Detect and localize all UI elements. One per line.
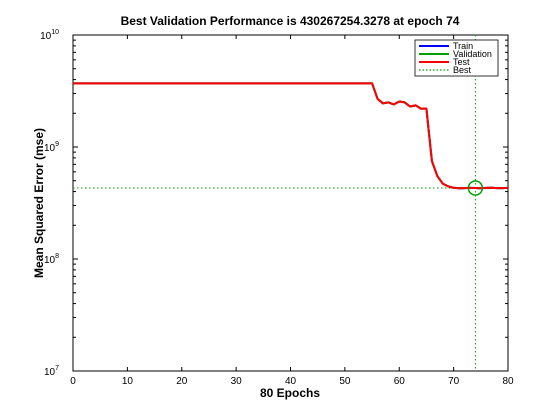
series-lines <box>73 82 509 190</box>
y-axis-label: Mean Squared Error (mse) <box>32 128 46 278</box>
legend-label-best: Best <box>453 65 472 75</box>
legend-label-train: Train <box>453 41 473 51</box>
x-tick-label: 0 <box>70 376 76 387</box>
x-axis-label: 80 Epochs <box>260 386 320 400</box>
legend-label-test: Test <box>453 57 470 67</box>
x-tick-label: 70 <box>448 376 460 387</box>
y-tick-label: 108 <box>44 253 59 266</box>
x-tick-label: 40 <box>285 376 297 387</box>
x-tick-label: 10 <box>122 376 134 387</box>
chart-title: Best Validation Performance is 430267254… <box>121 14 460 28</box>
legend-label-validation: Validation <box>453 49 492 59</box>
plot-area <box>72 34 509 372</box>
y-tick-label: 107 <box>44 365 59 378</box>
y-tick-label: 109 <box>44 141 59 154</box>
x-tick-label: 60 <box>394 376 406 387</box>
y-tick-label: 1010 <box>40 29 59 42</box>
x-tick-label: 80 <box>502 376 514 387</box>
best-marker <box>467 180 484 196</box>
best-marker-group <box>467 180 484 196</box>
series-line-test <box>73 82 509 190</box>
x-tick-label: 20 <box>176 376 188 387</box>
best-reference-lines <box>73 35 508 371</box>
x-tick-label: 30 <box>231 376 243 387</box>
x-tick-label: 50 <box>339 376 351 387</box>
